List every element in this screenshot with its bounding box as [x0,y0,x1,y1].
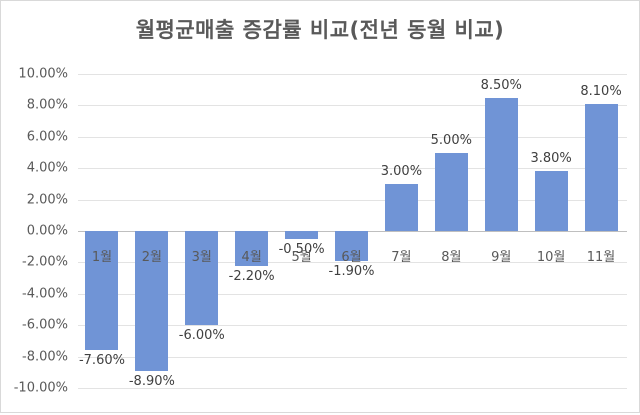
bar-4 [235,231,269,266]
y-tick-label: -4.00% [22,286,68,302]
data-label: 3.80% [530,151,572,167]
category-label: 7월 [391,250,412,265]
category-label: 4월 [241,250,262,265]
y-tick-label: 0.00% [26,223,68,239]
data-label: -0.50% [278,241,325,257]
category-label: 5월 [291,250,312,265]
gridline [78,388,627,389]
data-label: -2.20% [228,268,275,284]
gridline [78,168,627,170]
category-label: 11월 [586,250,616,265]
y-tick-label: -10.00% [13,380,68,396]
bar-10 [534,171,568,231]
y-tick-label: -8.00% [22,349,68,365]
gridline [78,74,627,75]
y-tick-label: -6.00% [22,317,68,333]
data-label: -1.90% [328,263,375,279]
bar-11 [584,103,618,231]
bar-7 [384,183,418,231]
data-label: -6.00% [178,328,225,344]
chart-title: 월평균매출 증감률 비교(전년 동월 비교) [135,18,505,42]
data-label: -8.90% [128,373,175,389]
category-label: 10월 [536,250,566,265]
y-tick-label: 10.00% [18,66,68,82]
y-tick-label: 2.00% [26,192,68,208]
data-label: -7.60% [78,353,125,369]
gridline [78,262,627,264]
data-label: 8.10% [580,83,622,99]
bar-2 [135,231,169,371]
gridline [78,199,627,201]
data-label: 3.00% [380,163,423,179]
bar-1 [85,231,119,351]
bar-8 [434,152,468,231]
category-label: 2월 [141,250,162,265]
data-label: 5.00% [430,132,472,148]
category-label: 3월 [191,250,212,265]
bar-5 [285,231,319,239]
gridline [78,136,627,138]
bar-6 [335,231,368,261]
data-label: 8.50% [480,77,522,93]
plot-area: -7.60% 1월 -8.90% 2월 -6.00% 3월 -2.20% 4월 -0.50% 5월… [78,74,627,389]
gridline [78,325,627,327]
gridline [78,356,627,358]
bar-9 [484,97,518,231]
y-tick-label: 6.00% [26,129,68,145]
y-tick-label: 8.00% [26,97,68,113]
category-label: 6월 [341,250,362,265]
category-label: 1월 [91,250,113,265]
y-tick-label: -2.00% [22,254,68,270]
bar-3 [185,231,219,326]
y-tick-label: 4.00% [26,160,68,176]
category-label: 8월 [441,250,462,265]
gridline [78,293,627,295]
gridline [78,105,627,107]
category-label: 9월 [491,250,512,265]
